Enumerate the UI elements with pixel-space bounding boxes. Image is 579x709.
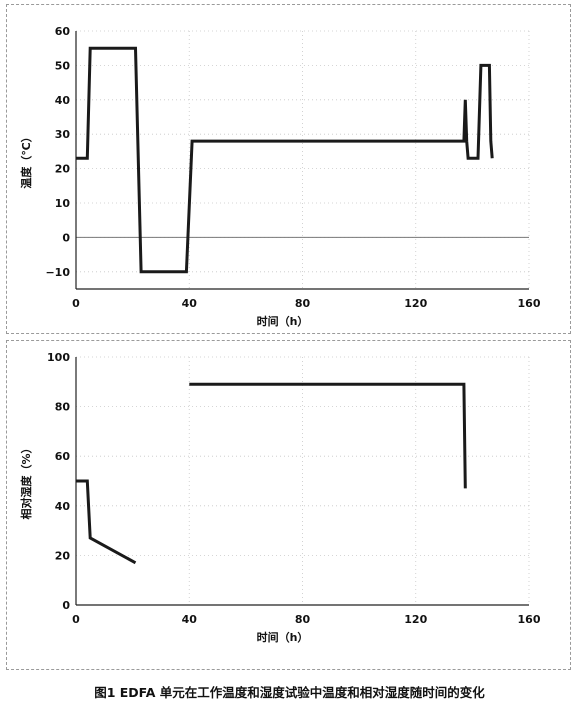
temp-y-tick-label: 10 <box>55 197 71 210</box>
temp-x-tick-label: 160 <box>518 297 541 310</box>
temp-series-line-1 <box>76 46 494 274</box>
temp-x-tick-label: 0 <box>72 297 80 310</box>
rh-chart: 100 80 60 40 20 00 40 80 120 160 时间（h） 相对湿度（%） <box>19 351 541 644</box>
humidity-chart-panel <box>6 340 571 670</box>
rh-series-line-2 <box>189 382 467 489</box>
temp-chart: 60 50 40 30 20 10 0 −10 0 40 80 120 160 时间（h） 温度（℃） <box>19 25 541 328</box>
rh-y-tick-label: 0 <box>62 599 70 612</box>
rh-series-line-1 <box>76 479 137 565</box>
rh-y-axis-title: 相对湿度（%） <box>19 442 33 519</box>
temp-x-tick-label: 40 <box>182 297 198 310</box>
rh-x-tick-label: 80 <box>295 613 311 626</box>
temp-y-tick-label: −10 <box>45 266 70 279</box>
rh-x-tick-label: 120 <box>404 613 427 626</box>
rh-y-tick-label: 80 <box>55 401 71 414</box>
rh-x-tick-label: 0 <box>72 613 80 626</box>
rh-y-tick-label: 40 <box>55 500 71 513</box>
temp-y-tick-label: 50 <box>55 59 71 72</box>
temp-y-tick-label: 30 <box>55 128 71 141</box>
rh-x-axis-title: 时间（h） <box>257 630 309 644</box>
temp-y-axis-title: 温度（℃） <box>19 131 33 188</box>
temp-y-tick-label: 20 <box>55 163 71 176</box>
rh-x-tick-label: 40 <box>182 613 198 626</box>
temp-y-tick-label: 60 <box>55 25 71 38</box>
rh-y-tick-label: 100 <box>47 351 70 364</box>
temp-x-axis-title: 时间（h） <box>257 314 309 328</box>
rh-x-tick-label: 160 <box>518 613 541 626</box>
temp-y-tick-label: 40 <box>55 94 71 107</box>
rh-y-tick-label: 60 <box>55 450 71 463</box>
figure-caption: 图1 EDFA 单元在工作温度和湿度试验中温度和相对湿度随时间的变化 <box>94 685 485 700</box>
temp-x-tick-label: 80 <box>295 297 311 310</box>
temp-x-tick-label: 120 <box>404 297 427 310</box>
rh-y-tick-label: 20 <box>55 549 71 562</box>
temp-y-tick-label: 0 <box>62 231 70 244</box>
temperature-chart-panel <box>6 4 571 334</box>
